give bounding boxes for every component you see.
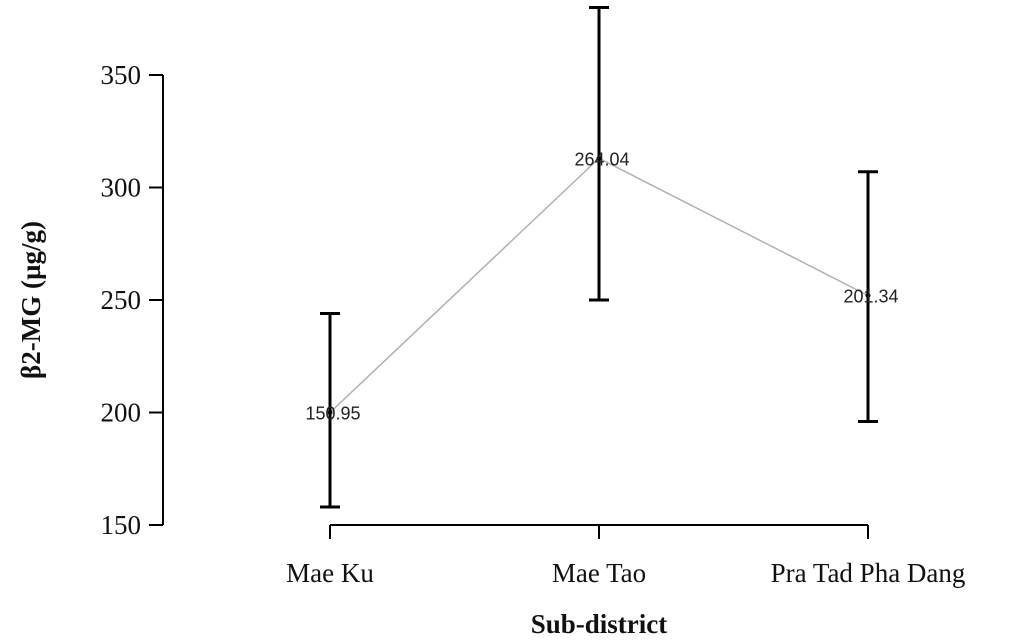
x-tick-label: Mae Ku [286,558,374,588]
x-axis-title: Sub-district [531,609,668,639]
y-tick-label: 200 [101,398,142,428]
x-tick-label: Pra Tad Pha Dang [771,558,966,588]
y-axis-ticks: 150 200 250 300 350 [101,60,163,540]
data-label: 201.34 [843,287,898,307]
x-tick-label: Mae Tao [552,558,646,588]
y-axis-title: β2-MG (µg/g) [16,221,46,379]
y-tick-label: 250 [101,285,142,315]
y-tick-label: 350 [101,60,142,90]
data-label: 264.04 [574,149,629,169]
x-axis-ticks: Mae Ku Mae Tao Pra Tad Pha Dang [286,525,965,588]
data-point [596,155,602,161]
data-points [327,155,871,415]
y-tick-label: 150 [101,510,142,540]
data-point [865,293,871,298]
data-label: 150.95 [305,404,360,424]
data-labels: 150.95 264.04 201.34 [305,149,898,423]
y-tick-label: 300 [101,173,142,203]
data-point [327,410,333,415]
